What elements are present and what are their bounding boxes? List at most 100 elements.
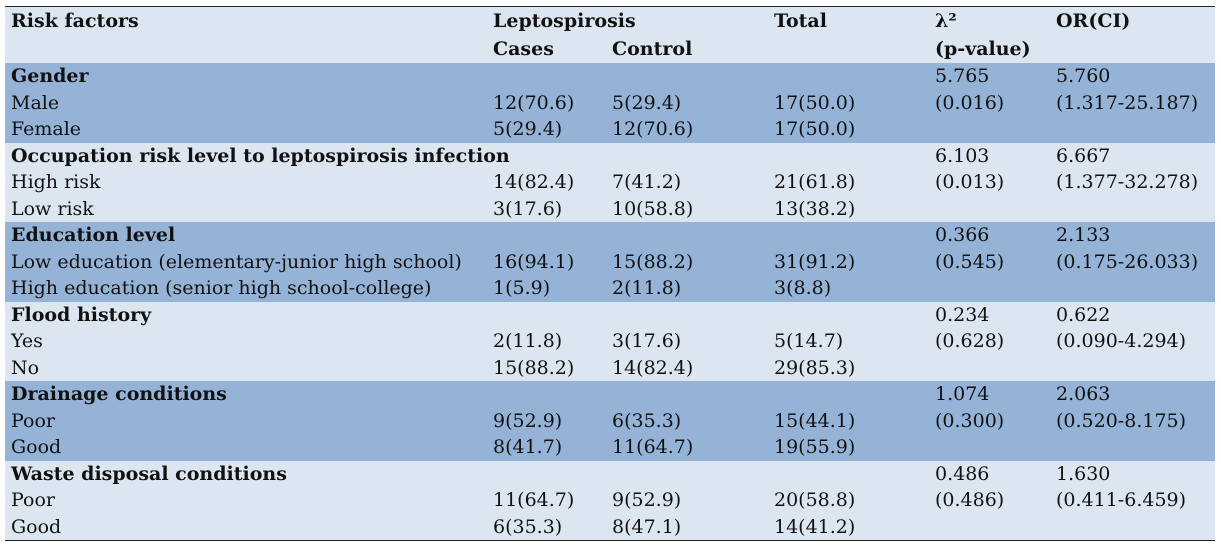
total-value: 17(50.0) xyxy=(774,118,856,140)
row-label: No xyxy=(11,356,40,379)
table-header: Risk factors Leptospirosis Total λ² OR(C… xyxy=(5,7,1215,63)
group-title: Gender xyxy=(11,65,89,87)
group-title-row: Occupation risk level to leptospirosis i… xyxy=(5,143,1215,170)
table-group: Occupation risk level to leptospirosis i… xyxy=(5,142,1215,223)
table-row: Low education (elementary-junior high sc… xyxy=(5,249,1215,276)
p-value: (0.545) xyxy=(935,250,1005,273)
control-value: 6(35.3) xyxy=(612,409,682,432)
chi-square-value: 1.074 xyxy=(935,383,990,405)
cases-value: 3(17.6) xyxy=(493,197,563,220)
p-value: (0.486) xyxy=(935,489,1005,511)
odds-ratio-value: 2.063 xyxy=(1056,383,1111,405)
cases-value: 5(29.4) xyxy=(493,118,563,140)
cases-value: 16(94.1) xyxy=(493,250,575,273)
control-value: 5(29.4) xyxy=(612,91,682,114)
cases-value: 1(5.9) xyxy=(493,277,551,299)
chi-square-value: 0.234 xyxy=(935,303,990,326)
confidence-interval: (1.317-25.187) xyxy=(1056,91,1199,114)
table-row: Poor 11(64.7) 9(52.9) 20(58.8) (0.486) (0.411… xyxy=(5,487,1215,514)
control-value: 7(41.2) xyxy=(612,171,682,193)
chi-square-value: 6.103 xyxy=(935,144,990,167)
group-title: Occupation risk level to leptospirosis i… xyxy=(11,144,510,167)
table-row: High education (senior high school-colle… xyxy=(5,275,1215,302)
table-row: Yes 2(11.8) 3(17.6) 5(14.7) (0.628) (0.090-4.… xyxy=(5,328,1215,355)
table-row: Good 6(35.3) 8(47.1) 14(41.2) xyxy=(5,514,1215,541)
total-value: 17(50.0) xyxy=(774,91,856,114)
odds-ratio-value: 1.630 xyxy=(1056,462,1111,485)
total-value: 5(14.7) xyxy=(774,330,844,352)
total-value: 13(38.2) xyxy=(774,197,856,220)
p-value: (0.300) xyxy=(935,409,1005,432)
confidence-interval: (0.090-4.294) xyxy=(1056,330,1187,352)
control-value: 15(88.2) xyxy=(612,250,694,273)
table-row: No 15(88.2) 14(82.4) 29(85.3) xyxy=(5,355,1215,382)
risk-factor-table: Risk factors Leptospirosis Total λ² OR(C… xyxy=(5,6,1215,541)
row-label: Poor xyxy=(11,409,55,432)
total-value: 15(44.1) xyxy=(774,409,856,432)
header-lambda: λ² xyxy=(935,10,957,32)
group-title: Drainage conditions xyxy=(11,383,227,405)
group-title: Education level xyxy=(11,224,176,246)
group-title: Waste disposal conditions xyxy=(11,462,287,485)
control-value: 2(11.8) xyxy=(612,277,682,299)
control-value: 11(64.7) xyxy=(612,436,694,458)
table-row: Good 8(41.7) 11(64.7) 19(55.9) xyxy=(5,434,1215,461)
total-value: 31(91.2) xyxy=(774,250,856,273)
control-value: 14(82.4) xyxy=(612,356,694,379)
header-row-2: Cases Control (p-value) xyxy=(5,35,1215,63)
table-row: Male 12(70.6) 5(29.4) 17(50.0) (0.016) (1.317… xyxy=(5,90,1215,117)
cases-value: 9(52.9) xyxy=(493,409,563,432)
cases-value: 14(82.4) xyxy=(493,171,575,193)
cases-value: 11(64.7) xyxy=(493,489,575,511)
header-or-ci: OR(CI) xyxy=(1056,10,1131,32)
total-value: 20(58.8) xyxy=(774,489,856,511)
table-row: Female 5(29.4) 12(70.6) 17(50.0) xyxy=(5,116,1215,143)
total-value: 29(85.3) xyxy=(774,356,856,379)
cases-value: 8(41.7) xyxy=(493,436,563,458)
table-row: Low risk 3(17.6) 10(58.8) 13(38.2) xyxy=(5,196,1215,223)
table-group: Education level 0.366 2.133 Low education (… xyxy=(5,222,1215,302)
row-label: Male xyxy=(11,91,60,114)
row-label: Female xyxy=(11,118,82,140)
table-row: Poor 9(52.9) 6(35.3) 15(44.1) (0.300) (0.520-… xyxy=(5,408,1215,435)
total-value: 21(61.8) xyxy=(774,171,856,193)
header-leptospirosis: Leptospirosis xyxy=(493,10,636,32)
p-value: (0.628) xyxy=(935,330,1005,352)
confidence-interval: (1.377-32.278) xyxy=(1056,171,1199,193)
total-value: 19(55.9) xyxy=(774,436,856,458)
confidence-interval: (0.411-6.459) xyxy=(1056,489,1187,511)
table-group: Flood history 0.234 0.622 Yes 2(11.8) 3(17.6)… xyxy=(5,301,1215,382)
row-label: Poor xyxy=(11,489,55,511)
chi-square-value: 0.366 xyxy=(935,224,990,246)
odds-ratio-value: 5.760 xyxy=(1056,65,1111,87)
group-title-row: Gender 5.765 5.760 xyxy=(5,63,1215,90)
table-body: Gender 5.765 5.760 Male 12(70.6) 5(29.4) 17(50… xyxy=(5,63,1215,540)
chi-square-value: 5.765 xyxy=(935,65,990,87)
header-p-value: (p-value) xyxy=(935,38,1031,60)
header-risk-factors: Risk factors xyxy=(11,10,139,32)
cases-value: 2(11.8) xyxy=(493,330,563,352)
control-value: 3(17.6) xyxy=(612,330,682,352)
row-label: Low risk xyxy=(11,197,94,220)
control-value: 9(52.9) xyxy=(612,489,682,511)
header-cases: Cases xyxy=(493,38,554,60)
odds-ratio-value: 6.667 xyxy=(1056,144,1111,167)
odds-ratio-value: 0.622 xyxy=(1056,303,1111,326)
chi-square-value: 0.486 xyxy=(935,462,990,485)
header-total: Total xyxy=(774,10,827,32)
control-value: 12(70.6) xyxy=(612,118,694,140)
cases-value: 15(88.2) xyxy=(493,356,575,379)
group-title-row: Flood history 0.234 0.622 xyxy=(5,302,1215,329)
group-title-row: Education level 0.366 2.133 xyxy=(5,222,1215,249)
table-group: Gender 5.765 5.760 Male 12(70.6) 5(29.4) 17(50… xyxy=(5,63,1215,143)
control-value: 10(58.8) xyxy=(612,197,694,220)
cases-value: 6(35.3) xyxy=(493,515,563,538)
total-value: 3(8.8) xyxy=(774,277,832,299)
p-value: (0.016) xyxy=(935,91,1005,114)
table-group: Drainage conditions 1.074 2.063 Poor 9(52.9)… xyxy=(5,381,1215,461)
confidence-interval: (0.520-8.175) xyxy=(1056,409,1187,432)
row-label: High risk xyxy=(11,171,101,193)
row-label: Yes xyxy=(11,330,43,352)
p-value: (0.013) xyxy=(935,171,1005,193)
total-value: 14(41.2) xyxy=(774,515,856,538)
